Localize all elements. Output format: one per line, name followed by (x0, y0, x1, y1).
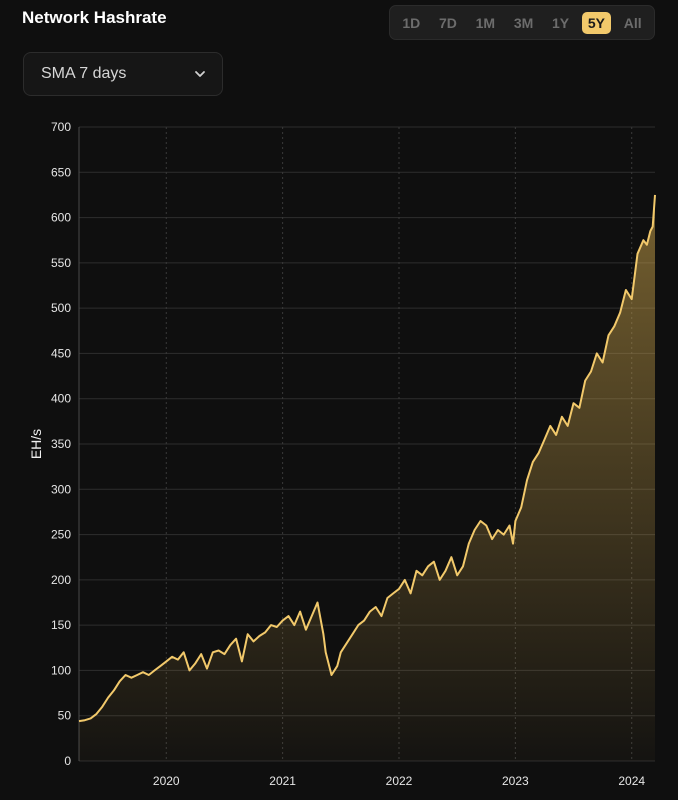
y-tick-label: 150 (51, 618, 71, 632)
range-button-5y[interactable]: 5Y (581, 11, 611, 34)
time-range-selector: 1D 7D 1M 3M 1Y 5Y All (389, 5, 655, 40)
range-button-7d[interactable]: 7D (439, 14, 457, 31)
hashrate-area (79, 194, 655, 761)
y-tick-label: 500 (51, 301, 71, 315)
smoothing-dropdown[interactable]: SMA 7 days (23, 52, 223, 96)
y-tick-label: 0 (64, 754, 71, 768)
y-tick-label: 350 (51, 437, 71, 451)
chevron-down-icon (195, 71, 205, 77)
x-tick-label: 2022 (386, 774, 413, 788)
y-tick-label: 50 (58, 709, 72, 723)
y-tick-label: 300 (51, 482, 71, 496)
y-axis-title: EH/s (28, 429, 44, 459)
y-tick-label: 700 (51, 120, 71, 134)
y-tick-label: 600 (51, 211, 71, 225)
hashrate-chart: 0 50 100 150 200 250 300 350 400 450 500 550 600 650 7… (28, 120, 656, 788)
x-tick-label: 2021 (269, 774, 296, 788)
range-button-1d[interactable]: 1D (402, 14, 421, 31)
y-tick-label: 450 (51, 346, 71, 360)
x-tick-label: 2024 (618, 774, 645, 788)
x-tick-label: 2023 (502, 774, 529, 788)
hashrate-line (78, 194, 656, 723)
smoothing-dropdown-value: SMA 7 days (41, 65, 127, 82)
y-gridlines (79, 126, 655, 762)
y-tick-label: 200 (51, 573, 71, 587)
range-button-1y[interactable]: 1Y (552, 14, 570, 31)
y-tick-label: 100 (51, 663, 71, 677)
y-tick-label: 550 (51, 256, 71, 270)
x-tick-labels: 2020 2021 2022 2023 2024 (153, 774, 645, 788)
x-tick-label: 2020 (153, 774, 180, 788)
y-tick-label: 400 (51, 392, 71, 406)
chart-title: Network Hashrate (22, 8, 167, 27)
range-button-1m[interactable]: 1M (475, 14, 496, 31)
range-button-3m[interactable]: 3M (513, 14, 534, 31)
y-tick-labels: 0 50 100 150 200 250 300 350 400 450 500 550 600 650 7… (51, 120, 71, 768)
range-button-all[interactable]: All (623, 14, 642, 31)
y-tick-label: 650 (51, 165, 71, 179)
y-tick-label: 250 (51, 528, 71, 542)
